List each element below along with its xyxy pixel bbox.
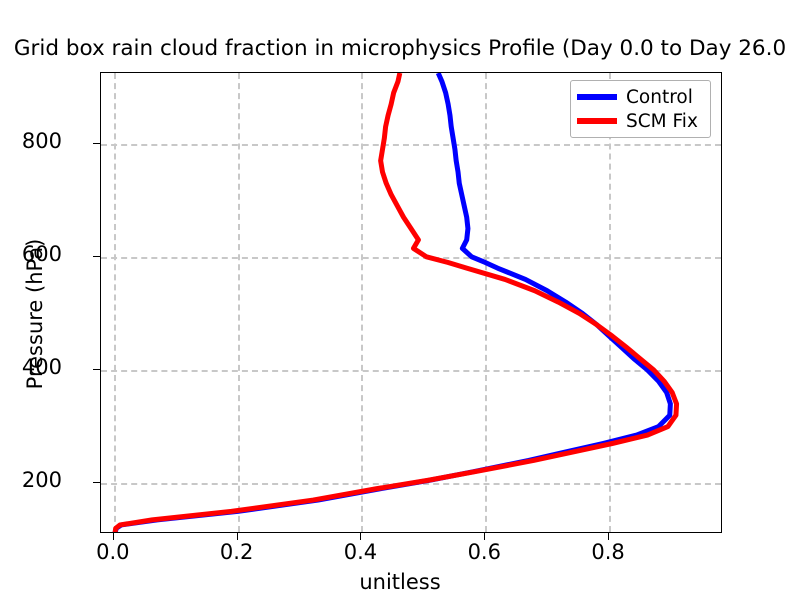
legend-entry-control: Control [577, 85, 704, 109]
legend-label-control: Control [626, 86, 693, 108]
y-tick-mark [93, 368, 100, 370]
legend-label-scm-fix: SCM Fix [626, 110, 698, 132]
gridline-horizontal [101, 256, 721, 259]
gridline-vertical [237, 73, 240, 532]
x-tick-label: 0.0 [96, 540, 130, 564]
gridline-vertical [609, 73, 612, 532]
series-line-scm-fix [112, 73, 680, 532]
x-tick-mark [484, 533, 486, 540]
x-axis-label: unitless [359, 570, 441, 594]
x-tick-mark [112, 533, 114, 540]
gridline-horizontal [101, 369, 721, 372]
gridline-vertical [485, 73, 488, 532]
legend-swatch-scm-fix [577, 118, 617, 124]
y-tick-label: 400 [21, 354, 62, 379]
y-tick-label: 800 [21, 128, 62, 153]
chart-title: Grid box rain cloud fraction in microphy… [13, 36, 787, 61]
legend-swatch-control [577, 94, 617, 100]
y-tick-label: 200 [21, 468, 62, 493]
x-tick-label: 0.8 [591, 540, 625, 564]
x-tick-mark [608, 533, 610, 540]
y-tick-label: 600 [21, 241, 62, 266]
y-tick-mark [93, 255, 100, 257]
legend-entry-scm-fix: SCM Fix [577, 109, 704, 133]
x-tick-mark [236, 533, 238, 540]
x-tick-mark [360, 533, 362, 540]
chart-legend: Control SCM Fix [570, 80, 711, 138]
y-axis-label: Pressure (hPa) [23, 238, 47, 390]
series-line-control [112, 73, 673, 532]
gridline-vertical [361, 73, 364, 532]
x-tick-label: 0.6 [467, 540, 501, 564]
y-tick-mark [93, 482, 100, 484]
plot-area [100, 72, 722, 533]
y-tick-mark [93, 142, 100, 144]
gridline-horizontal [101, 143, 721, 146]
x-tick-label: 0.2 [219, 540, 254, 564]
x-tick-label: 0.4 [343, 540, 378, 564]
gridline-vertical [113, 73, 116, 532]
data-curves [112, 73, 680, 532]
